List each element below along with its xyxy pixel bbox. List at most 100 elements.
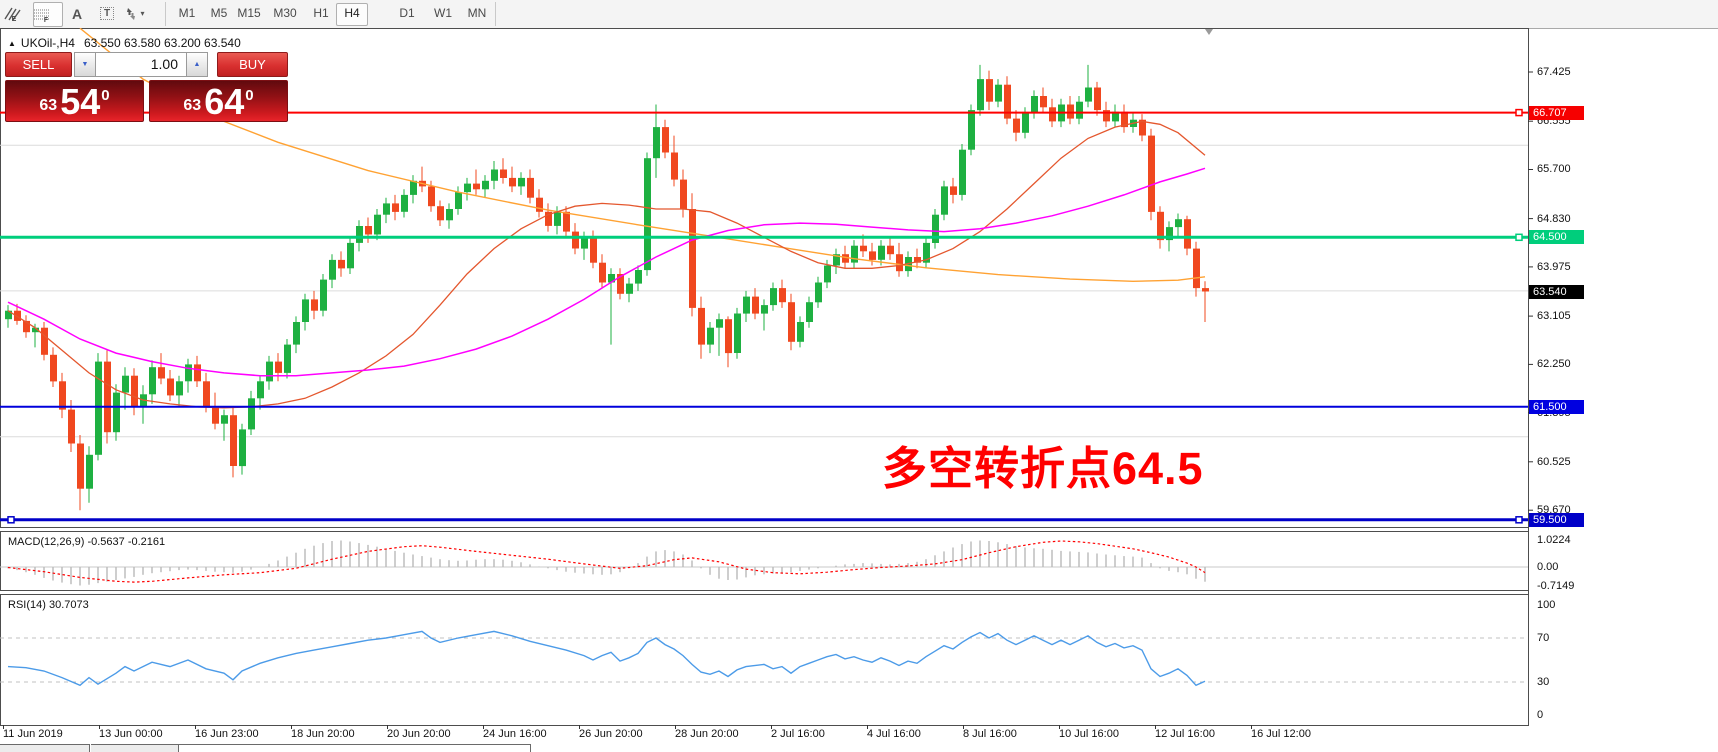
volume-decrease-button[interactable]: ▼ xyxy=(74,52,96,77)
timeframe-m5[interactable]: M5 xyxy=(210,6,228,20)
buy-price-prefix: 63 xyxy=(183,97,202,114)
x-tick xyxy=(1251,725,1252,729)
toolbar-separator xyxy=(495,2,496,26)
x-tick xyxy=(867,725,868,729)
date-label: 12 Jul 16:00 xyxy=(1155,728,1215,740)
sell-price-prefix: 63 xyxy=(39,97,58,114)
text-box-glyph: T xyxy=(99,7,115,20)
buy-price-tile[interactable]: 63 64 0 xyxy=(149,80,288,122)
chart-tab[interactable] xyxy=(91,744,178,752)
macd-tick-label: -0.7149 xyxy=(1537,580,1575,592)
x-tick xyxy=(3,725,4,729)
buy-button[interactable]: BUY xyxy=(217,52,288,77)
timeframe-m15[interactable]: M15 xyxy=(237,6,261,20)
price-tick-label: 63.105 xyxy=(1537,310,1571,322)
rsi-tick-label: 30 xyxy=(1537,676,1550,688)
timeframe-h1[interactable]: H1 xyxy=(313,6,329,20)
timeframe-h4[interactable]: H4 xyxy=(336,3,368,26)
price-tick-label: 63.975 xyxy=(1537,261,1571,273)
buy-price-sup: 0 xyxy=(245,87,254,104)
sell-price-tile[interactable]: 63 54 0 xyxy=(5,80,144,122)
date-label: 8 Jul 16:00 xyxy=(963,728,1017,740)
caret-down-icon: ▾ xyxy=(140,9,145,18)
ohlc-values: 63.550 63.580 63.200 63.540 xyxy=(83,36,241,50)
x-tick xyxy=(579,725,580,729)
chart-title: ▲ UKOil-,H4 63.550 63.580 63.200 63.540 xyxy=(8,36,241,50)
rsi-tick-label: 70 xyxy=(1537,632,1550,644)
price-badge-63.540: 63.540 xyxy=(1529,285,1584,299)
timeframe-mn[interactable]: MN xyxy=(467,6,487,20)
timeframe-m1[interactable]: M1 xyxy=(178,6,196,20)
chart-tab-active[interactable] xyxy=(178,744,531,752)
macd-tick-label: 1.0224 xyxy=(1537,534,1571,546)
toolbar-separator xyxy=(165,2,166,26)
x-tick xyxy=(195,725,196,729)
date-label: 13 Jun 00:00 xyxy=(99,728,163,740)
bar-shift-marker xyxy=(1205,29,1213,35)
arrow-down-icon: ▼ xyxy=(81,61,89,68)
macd-tick-label: 0.00 xyxy=(1537,561,1559,573)
price-badge-66.707: 66.707 xyxy=(1529,106,1584,120)
date-label: 16 Jul 12:00 xyxy=(1251,728,1311,740)
x-tick xyxy=(963,725,964,729)
price-badge-64.500: 64.500 xyxy=(1529,230,1584,244)
price-badge-61.500: 61.500 xyxy=(1529,400,1584,414)
grid-icon[interactable]: F xyxy=(33,2,63,27)
volume-increase-button[interactable]: ▲ xyxy=(186,52,208,77)
sell-button[interactable]: SELL xyxy=(5,52,72,77)
date-label: 26 Jun 20:00 xyxy=(579,728,643,740)
price-tick-label: 64.830 xyxy=(1537,213,1571,225)
price-tick-label: 67.425 xyxy=(1537,66,1571,78)
buy-price-main: 64 xyxy=(204,81,245,122)
objects-arrows-icon[interactable]: ▾ xyxy=(124,2,158,25)
x-tick xyxy=(99,725,100,729)
chart-annotation-text: 多空转折点64.5 xyxy=(882,443,1204,494)
date-label: 20 Jun 20:00 xyxy=(387,728,451,740)
x-tick xyxy=(675,725,676,729)
text-box-icon[interactable]: T xyxy=(94,2,120,25)
date-label: 2 Jul 16:00 xyxy=(771,728,825,740)
macd-label: MACD(12,26,9) -0.5637 -0.2161 xyxy=(8,536,166,548)
price-axis-line xyxy=(1528,28,1529,725)
arrow-up-icon: ▲ xyxy=(193,61,201,68)
sell-price-main: 54 xyxy=(60,81,101,122)
price-badge-59.500: 59.500 xyxy=(1529,513,1584,527)
chart-tab[interactable] xyxy=(0,744,90,752)
x-tick xyxy=(1059,725,1060,729)
tool-sub-label: F xyxy=(43,17,49,24)
rsi-label: RSI(14) 30.7073 xyxy=(8,599,89,611)
volume-input[interactable]: 1.00 xyxy=(96,52,186,77)
tool-sub-label: E xyxy=(11,16,17,23)
draw-pencil-icon[interactable]: E xyxy=(3,2,29,25)
sell-price-sup: 0 xyxy=(101,87,110,104)
rsi-panel[interactable] xyxy=(0,594,1529,726)
timeframe-w1[interactable]: W1 xyxy=(434,6,452,20)
symbol-label: UKOil-,H4 xyxy=(20,36,75,50)
price-tick-label: 60.525 xyxy=(1537,456,1571,468)
date-label: 24 Jun 16:00 xyxy=(483,728,547,740)
rsi-tick-label: 0 xyxy=(1537,709,1544,721)
timeframe-m30[interactable]: M30 xyxy=(273,6,297,20)
date-label: 11 Jun 2019 xyxy=(3,728,63,740)
text-label-icon[interactable]: A xyxy=(64,2,90,25)
date-label: 16 Jun 23:00 xyxy=(195,728,259,740)
text-label-glyph: A xyxy=(71,5,83,22)
price-tick-label: 62.250 xyxy=(1537,358,1571,370)
macd-panel[interactable] xyxy=(0,531,1529,591)
date-label: 10 Jul 16:00 xyxy=(1059,728,1119,740)
symbol-collapse-icon[interactable]: ▲ xyxy=(8,39,16,48)
rsi-tick-label: 100 xyxy=(1537,599,1556,611)
x-tick xyxy=(1155,725,1156,729)
timeframe-d1[interactable]: D1 xyxy=(399,6,415,20)
price-tick-label: 65.700 xyxy=(1537,163,1571,175)
x-tick xyxy=(483,725,484,729)
date-label: 4 Jul 16:00 xyxy=(867,728,921,740)
x-tick xyxy=(771,725,772,729)
x-tick xyxy=(291,725,292,729)
date-label: 18 Jun 20:00 xyxy=(291,728,355,740)
one-click-trade-panel: SELL ▼ 1.00 ▲ BUY 63 54 0 63 64 0 xyxy=(5,52,288,122)
date-label: 28 Jun 20:00 xyxy=(675,728,739,740)
x-tick xyxy=(387,725,388,729)
toolbar: E F A T ▾ M1 M5 M15 M30 H1 H4 D1 W1 MN xyxy=(0,0,1718,29)
